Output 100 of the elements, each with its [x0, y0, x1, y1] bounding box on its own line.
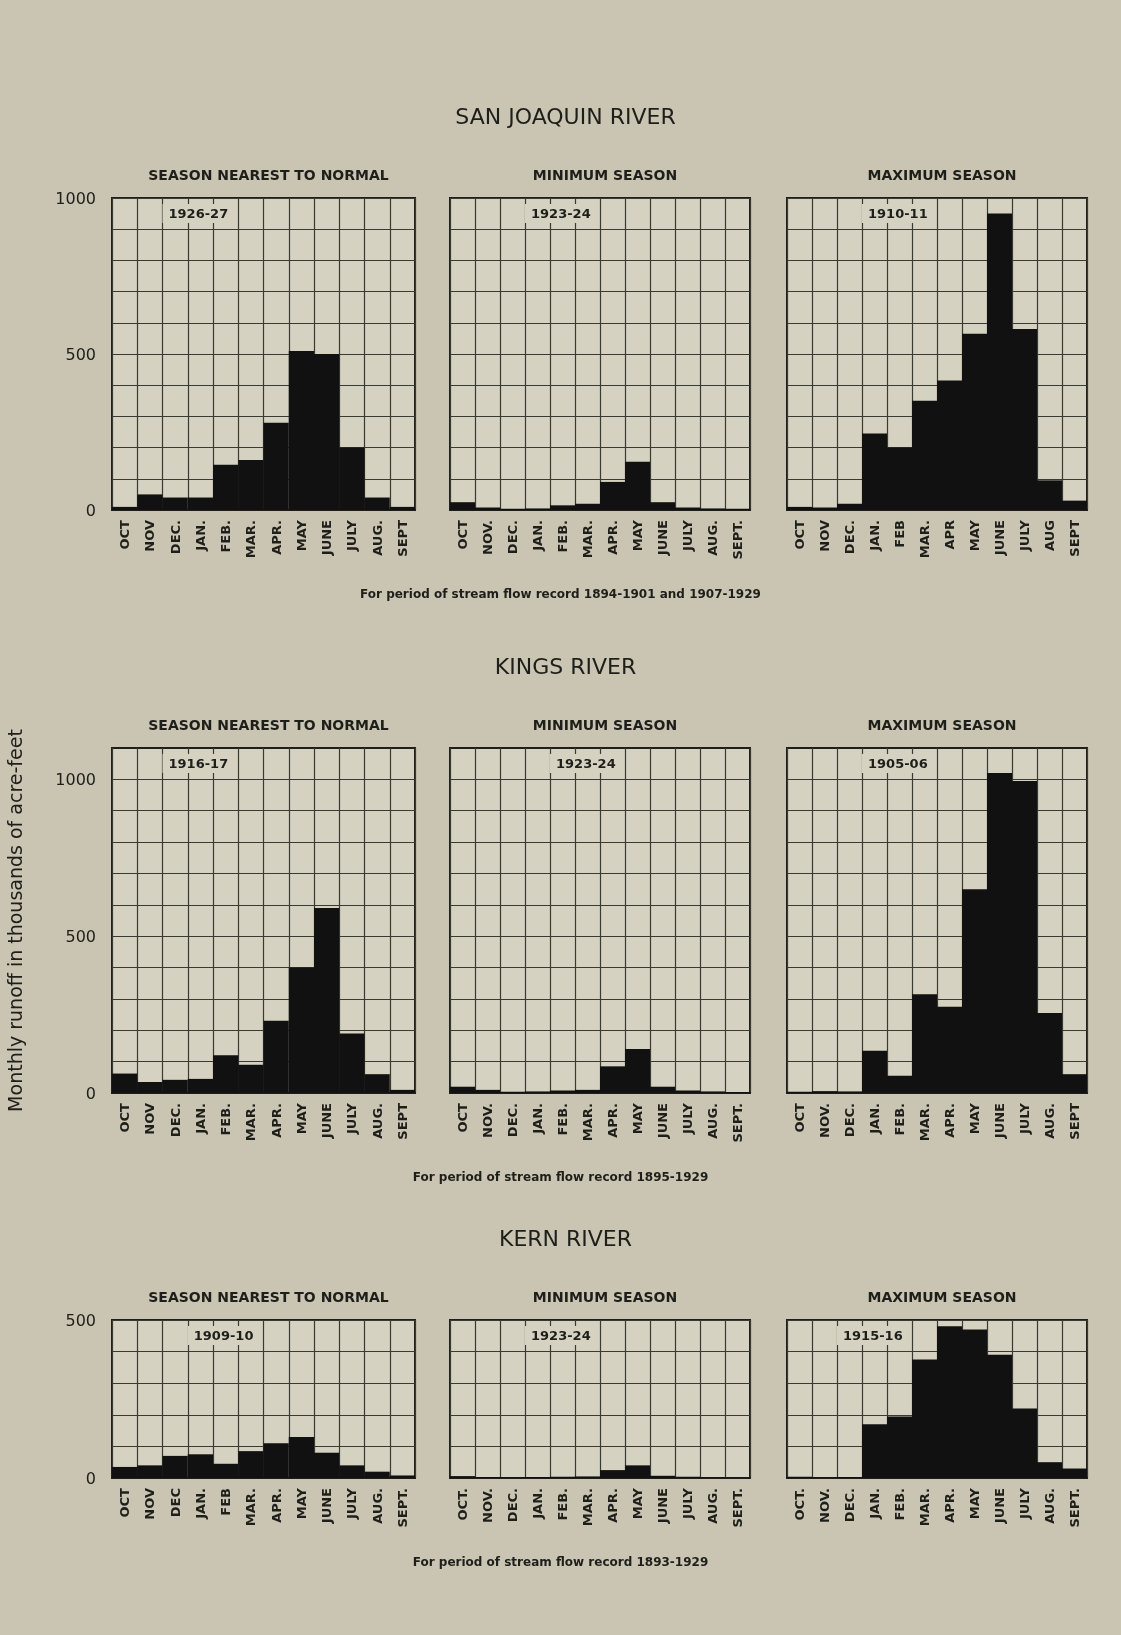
- x-tick-label: MAY: [293, 1487, 309, 1520]
- x-tick-label: NOV.: [480, 1488, 495, 1523]
- x-tick-label: FEB.: [218, 1103, 234, 1136]
- x-tick-label: DEC.: [842, 1488, 857, 1523]
- x-tick-label: JULY: [344, 1102, 360, 1136]
- x-tick-label: MAR.: [917, 520, 932, 559]
- x-tick-label: JULY: [1017, 1102, 1032, 1136]
- x-tick-label: JAN.: [530, 1103, 545, 1135]
- x-tick-label: JUNE: [655, 1488, 670, 1525]
- x-tick-label: JAN.: [530, 1488, 545, 1520]
- annotation: 1910-11: [868, 206, 928, 221]
- x-tick-label: AUG.: [1042, 1103, 1057, 1139]
- chart-title: KINGS RIVER: [494, 653, 637, 679]
- chart-subtitle: SEASON NEAREST TO NORMAL: [148, 167, 389, 183]
- x-tick-label: SEPT.: [730, 520, 745, 560]
- chart-subtitle: MAXIMUM SEASON: [867, 167, 1017, 183]
- x-tick-label: FEB.: [555, 520, 570, 553]
- x-tick-label: FEB.: [892, 1103, 907, 1136]
- x-tick-label: NOV: [817, 520, 832, 552]
- x-tick-label: OCT: [117, 1102, 133, 1133]
- x-tick-label: APR.: [268, 520, 284, 555]
- x-tick-label: APR: [942, 520, 957, 550]
- x-tick-label: AUG.: [1042, 1488, 1057, 1524]
- x-tick-label: NOV.: [480, 520, 495, 555]
- x-tick-label: JUNE: [319, 1488, 335, 1525]
- x-tick-label: DEC.: [167, 520, 183, 555]
- x-tick-label: JULY: [1017, 1487, 1032, 1521]
- y-tick-label: 1000: [55, 188, 96, 208]
- text: For period of stream flow record 1893-1929: [412, 1555, 709, 1569]
- x-tick-label: OCT: [117, 1487, 133, 1518]
- x-tick-label: APR.: [268, 1103, 284, 1138]
- x-tick-label: OCT: [117, 519, 133, 550]
- x-tick-label: MAY: [293, 519, 309, 552]
- x-tick-label: MAY: [630, 519, 645, 552]
- chart-title: SAN JOAQUIN RIVER: [455, 103, 676, 129]
- x-tick-label: SEPT.: [730, 1103, 745, 1143]
- x-tick-label: JULY: [344, 1487, 360, 1521]
- x-tick-label: MAY: [630, 1487, 645, 1520]
- y-tick-label: 0: [85, 1468, 96, 1488]
- chart-subtitle: SEASON NEAREST TO NORMAL: [148, 717, 389, 733]
- x-tick-label: OCT: [455, 519, 470, 550]
- x-tick-label: OCT.: [455, 1488, 470, 1521]
- y-tick-label: 500: [65, 926, 96, 946]
- x-tick-label: DEC.: [505, 520, 520, 555]
- x-tick-label: JUNE: [319, 1103, 335, 1140]
- annotation: 1905-06: [868, 756, 928, 771]
- x-tick-label: APR.: [605, 1488, 620, 1523]
- x-tick-label: OCT: [792, 1102, 807, 1133]
- x-tick-label: JUNE: [655, 520, 670, 557]
- x-tick-label: SEPT: [394, 519, 410, 557]
- x-tick-label: FEB: [218, 1488, 234, 1516]
- x-tick-label: JUNE: [319, 520, 335, 557]
- x-tick-label: JUNE: [992, 1103, 1007, 1140]
- x-tick-label: MAY: [293, 1102, 309, 1135]
- x-tick-label: AUG.: [705, 1488, 720, 1524]
- x-tick-label: JAN.: [867, 1103, 882, 1135]
- y-tick-label: 0: [85, 1083, 96, 1103]
- x-tick-label: DEC.: [505, 1103, 520, 1138]
- chart-subtitle: MAXIMUM SEASON: [867, 717, 1017, 733]
- x-tick-label: MAY: [967, 1102, 982, 1135]
- x-tick-label: JULY: [680, 1487, 695, 1521]
- text: For period of stream flow record 1895-1929: [412, 1170, 709, 1184]
- x-tick-label: FEB: [892, 520, 907, 548]
- x-tick-label: JUNE: [992, 520, 1007, 557]
- y-tick-label: 500: [65, 1310, 96, 1330]
- x-tick-label: JAN.: [192, 1103, 208, 1135]
- x-tick-label: NOV: [142, 1103, 158, 1135]
- annotation: 1923-24: [531, 206, 591, 221]
- x-tick-label: DEC: [167, 1488, 183, 1518]
- x-tick-label: JAN.: [192, 520, 208, 552]
- x-tick-label: JAN.: [867, 1488, 882, 1520]
- x-tick-label: MAR.: [917, 1103, 932, 1142]
- x-tick-label: APR.: [942, 1103, 957, 1138]
- x-tick-label: JULY: [680, 519, 695, 553]
- chart-subtitle: MAXIMUM SEASON: [867, 1289, 1017, 1305]
- chart-subtitle: MINIMUM SEASON: [532, 167, 678, 183]
- x-tick-label: MAR.: [580, 1103, 595, 1142]
- x-tick-label: JUNE: [655, 1103, 670, 1140]
- x-tick-label: OCT: [455, 1102, 470, 1133]
- x-tick-label: AUG.: [369, 1103, 385, 1139]
- x-tick-label: FEB.: [555, 1488, 570, 1521]
- annotation: 1923-24: [556, 756, 616, 771]
- x-tick-label: MAY: [967, 519, 982, 552]
- annotation: 1909-10: [193, 1328, 254, 1343]
- x-tick-label: MAR.: [243, 1488, 259, 1527]
- x-tick-label: JAN.: [867, 520, 882, 552]
- x-tick-label: NOV.: [817, 1103, 832, 1138]
- x-tick-label: AUG.: [705, 520, 720, 556]
- x-tick-label: DEC.: [505, 1488, 520, 1523]
- x-tick-label: FEB.: [218, 520, 234, 553]
- x-tick-label: NOV: [142, 1488, 158, 1520]
- x-tick-label: APR.: [268, 1488, 284, 1523]
- x-tick-label: APR.: [605, 520, 620, 555]
- y-tick-label: 500: [65, 344, 96, 364]
- x-tick-label: MAR.: [243, 1103, 259, 1142]
- x-tick-label: DEC.: [167, 1103, 183, 1138]
- x-tick-label: JULY: [680, 1102, 695, 1136]
- chart-subtitle: MINIMUM SEASON: [532, 717, 678, 733]
- x-tick-label: MAR.: [243, 520, 259, 559]
- x-tick-label: OCT.: [792, 1488, 807, 1521]
